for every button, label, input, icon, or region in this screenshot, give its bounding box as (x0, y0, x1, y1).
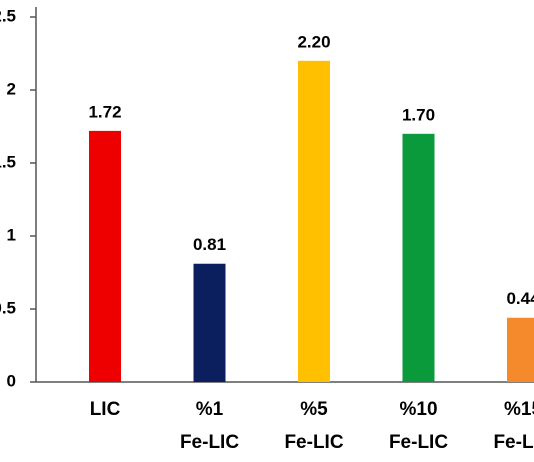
value-label: 0.44 (506, 289, 534, 308)
y-tick-label: 0.5 (0, 298, 16, 317)
y-tick-label: 1.5 (0, 152, 16, 171)
y-tick-label: 1 (7, 225, 16, 244)
x-tick-label: LIC (90, 399, 121, 420)
x-tick-label: %1 (196, 399, 224, 420)
bar (298, 60, 330, 383)
x-tick-label: Fe-LIC (389, 432, 448, 453)
value-label: 0.81 (193, 235, 226, 254)
x-tick-label: Fe-LIC (284, 432, 343, 453)
x-tick-label: Fe-LIC (493, 432, 534, 453)
bar (507, 317, 534, 382)
value-label: 1.70 (402, 105, 435, 124)
bar (193, 263, 226, 382)
x-tick-label: %10 (399, 399, 437, 420)
bar (89, 130, 121, 382)
x-tick-label: %5 (300, 399, 328, 420)
y-tick-label: 2 (7, 79, 16, 98)
value-label: 2.20 (297, 32, 330, 51)
y-tick-label: 2.5 (0, 6, 16, 25)
y-tick-label: 0 (7, 371, 16, 390)
bar (402, 133, 435, 382)
x-tick-label: %15 (504, 399, 534, 420)
x-tick-label: Fe-LIC (180, 432, 239, 453)
value-label: 1.72 (88, 102, 121, 121)
